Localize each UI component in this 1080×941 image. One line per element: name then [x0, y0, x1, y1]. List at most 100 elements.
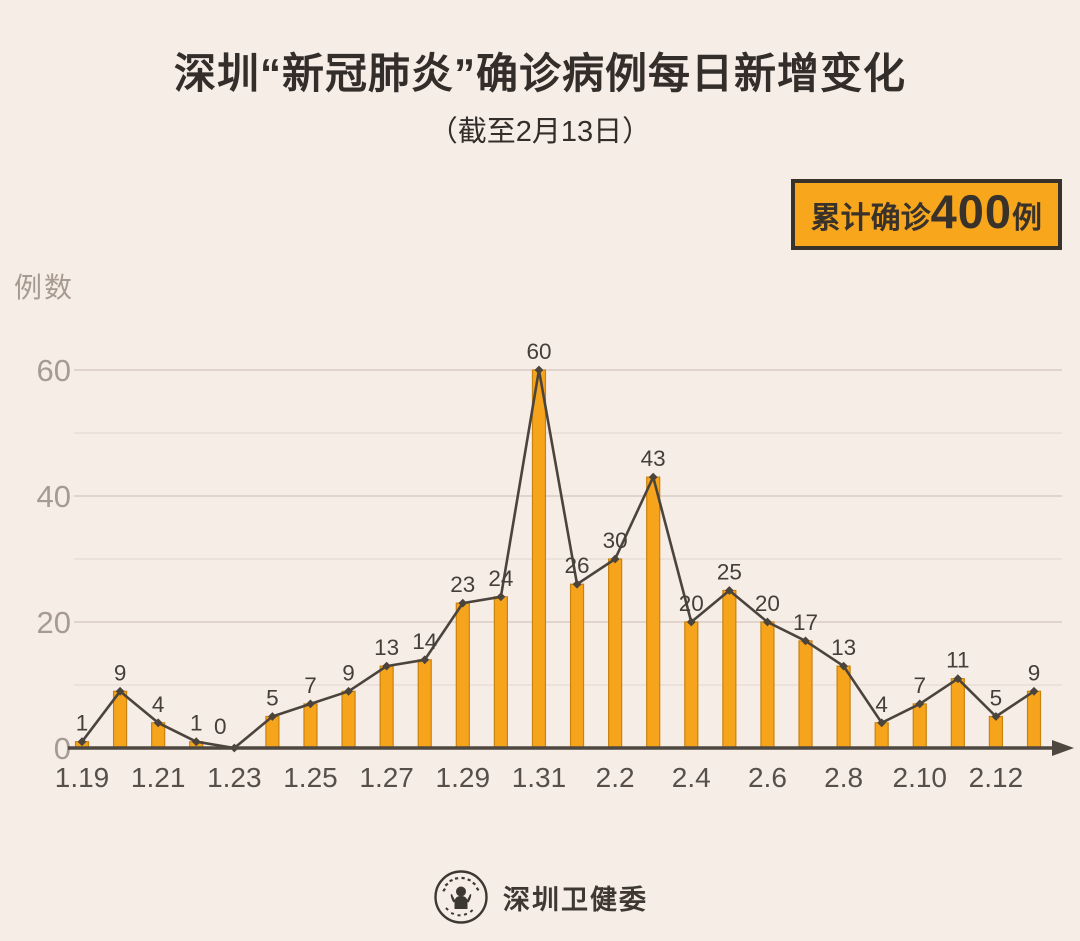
bar	[303, 703, 318, 749]
x-tick-label: 1.21	[131, 762, 186, 793]
health-commission-seal-icon	[434, 870, 488, 924]
data-point-marker	[420, 655, 430, 665]
seal-ring-marks	[442, 876, 480, 917]
data-point-marker	[572, 579, 582, 589]
x-tick-label: 1.27	[359, 762, 414, 793]
bar	[950, 678, 965, 749]
data-point-marker	[877, 718, 887, 728]
value-label: 4	[875, 692, 888, 717]
bar	[608, 558, 623, 749]
value-label: 5	[266, 686, 279, 711]
value-label: 43	[641, 446, 666, 471]
value-label: 17	[793, 610, 818, 635]
data-point-marker	[1029, 686, 1039, 696]
value-label: 9	[114, 660, 127, 685]
footer: 深圳卫健委	[0, 866, 1080, 928]
bar	[798, 640, 813, 749]
value-label: 20	[755, 591, 780, 616]
y-tick-label: 60	[37, 353, 71, 388]
x-tick-label: 2.10	[893, 762, 948, 793]
badge-prefix: 累计确诊	[810, 202, 931, 235]
value-label: 20	[679, 591, 704, 616]
bar	[417, 659, 432, 749]
bar	[341, 690, 356, 749]
x-tick-label: 2.6	[748, 762, 787, 793]
data-point-marker	[458, 598, 468, 608]
data-point-marker	[115, 686, 125, 696]
bar	[1026, 690, 1042, 749]
value-label: 24	[488, 566, 513, 591]
x-tick-label: 2.12	[969, 762, 1024, 793]
value-label: 23	[450, 572, 475, 597]
x-tick-label: 1.23	[207, 762, 262, 793]
data-point-marker	[648, 472, 658, 482]
value-label: 5	[990, 686, 1003, 711]
value-label: 13	[831, 635, 856, 660]
data-point-marker	[496, 592, 506, 602]
data-point-marker	[915, 699, 925, 709]
data-point-marker	[306, 699, 315, 709]
badge-suffix: 例	[1012, 202, 1042, 235]
data-point-marker	[763, 617, 772, 627]
value-label: 7	[304, 673, 317, 698]
data-point-marker	[77, 737, 87, 747]
bar	[646, 476, 661, 749]
data-point-marker	[686, 617, 696, 627]
data-point-marker	[344, 686, 353, 696]
page-title: 深圳“新冠肺炎”确诊病例每日新增变化	[173, 50, 906, 97]
x-tick-label: 1.19	[55, 762, 110, 793]
y-tick-label: 20	[37, 605, 71, 640]
data-point-marker	[991, 712, 1001, 721]
x-tick-label: 1.31	[512, 762, 567, 793]
value-label: 9	[342, 660, 355, 685]
bar	[112, 690, 128, 749]
value-label: 30	[603, 528, 628, 553]
value-label: 13	[374, 635, 399, 660]
bar	[531, 369, 547, 749]
value-label: 7	[914, 673, 927, 698]
data-point-marker	[801, 636, 810, 646]
y-tick-label: 40	[37, 479, 71, 514]
bar	[684, 621, 699, 749]
badge-total-number: 400	[930, 185, 1012, 238]
x-tick-label: 2.2	[596, 762, 635, 793]
data-point-marker	[953, 674, 963, 684]
bar	[569, 583, 585, 749]
y-tick-label: 0	[54, 731, 71, 766]
trend-line	[80, 368, 1035, 750]
x-tick-label: 2.8	[824, 762, 863, 793]
data-point-marker	[268, 712, 277, 721]
value-label: 60	[526, 339, 551, 364]
data-point-marker	[610, 554, 620, 564]
cumulative-total-badge: 累计确诊 400 例	[790, 179, 1062, 250]
bar	[760, 621, 775, 749]
bar	[912, 703, 927, 749]
seal-person-figure	[450, 886, 472, 909]
bar	[836, 665, 851, 749]
value-label: 1	[76, 711, 89, 736]
data-point-marker	[724, 586, 734, 595]
value-label: 0	[214, 714, 227, 739]
value-label: 1	[190, 711, 203, 736]
x-axis-arrow-icon	[1052, 740, 1074, 756]
bar	[988, 715, 1004, 749]
value-label: 4	[152, 692, 165, 717]
bar	[379, 665, 394, 749]
value-label: 9	[1028, 660, 1041, 685]
value-label: 26	[565, 553, 590, 578]
value-label: 11	[946, 648, 969, 673]
data-point-marker	[191, 737, 201, 747]
data-point-marker	[382, 661, 392, 671]
data-point-marker	[839, 661, 848, 671]
x-tick-label: 1.25	[283, 762, 338, 793]
data-point-marker	[534, 365, 544, 375]
data-point-marker	[153, 718, 163, 728]
bar	[722, 589, 737, 749]
x-tick-label: 2.4	[672, 762, 711, 793]
value-label: 14	[412, 629, 437, 654]
bar	[455, 602, 470, 749]
x-tick-label: 1.29	[436, 762, 491, 793]
bar	[493, 596, 508, 749]
value-label: 25	[717, 560, 742, 585]
